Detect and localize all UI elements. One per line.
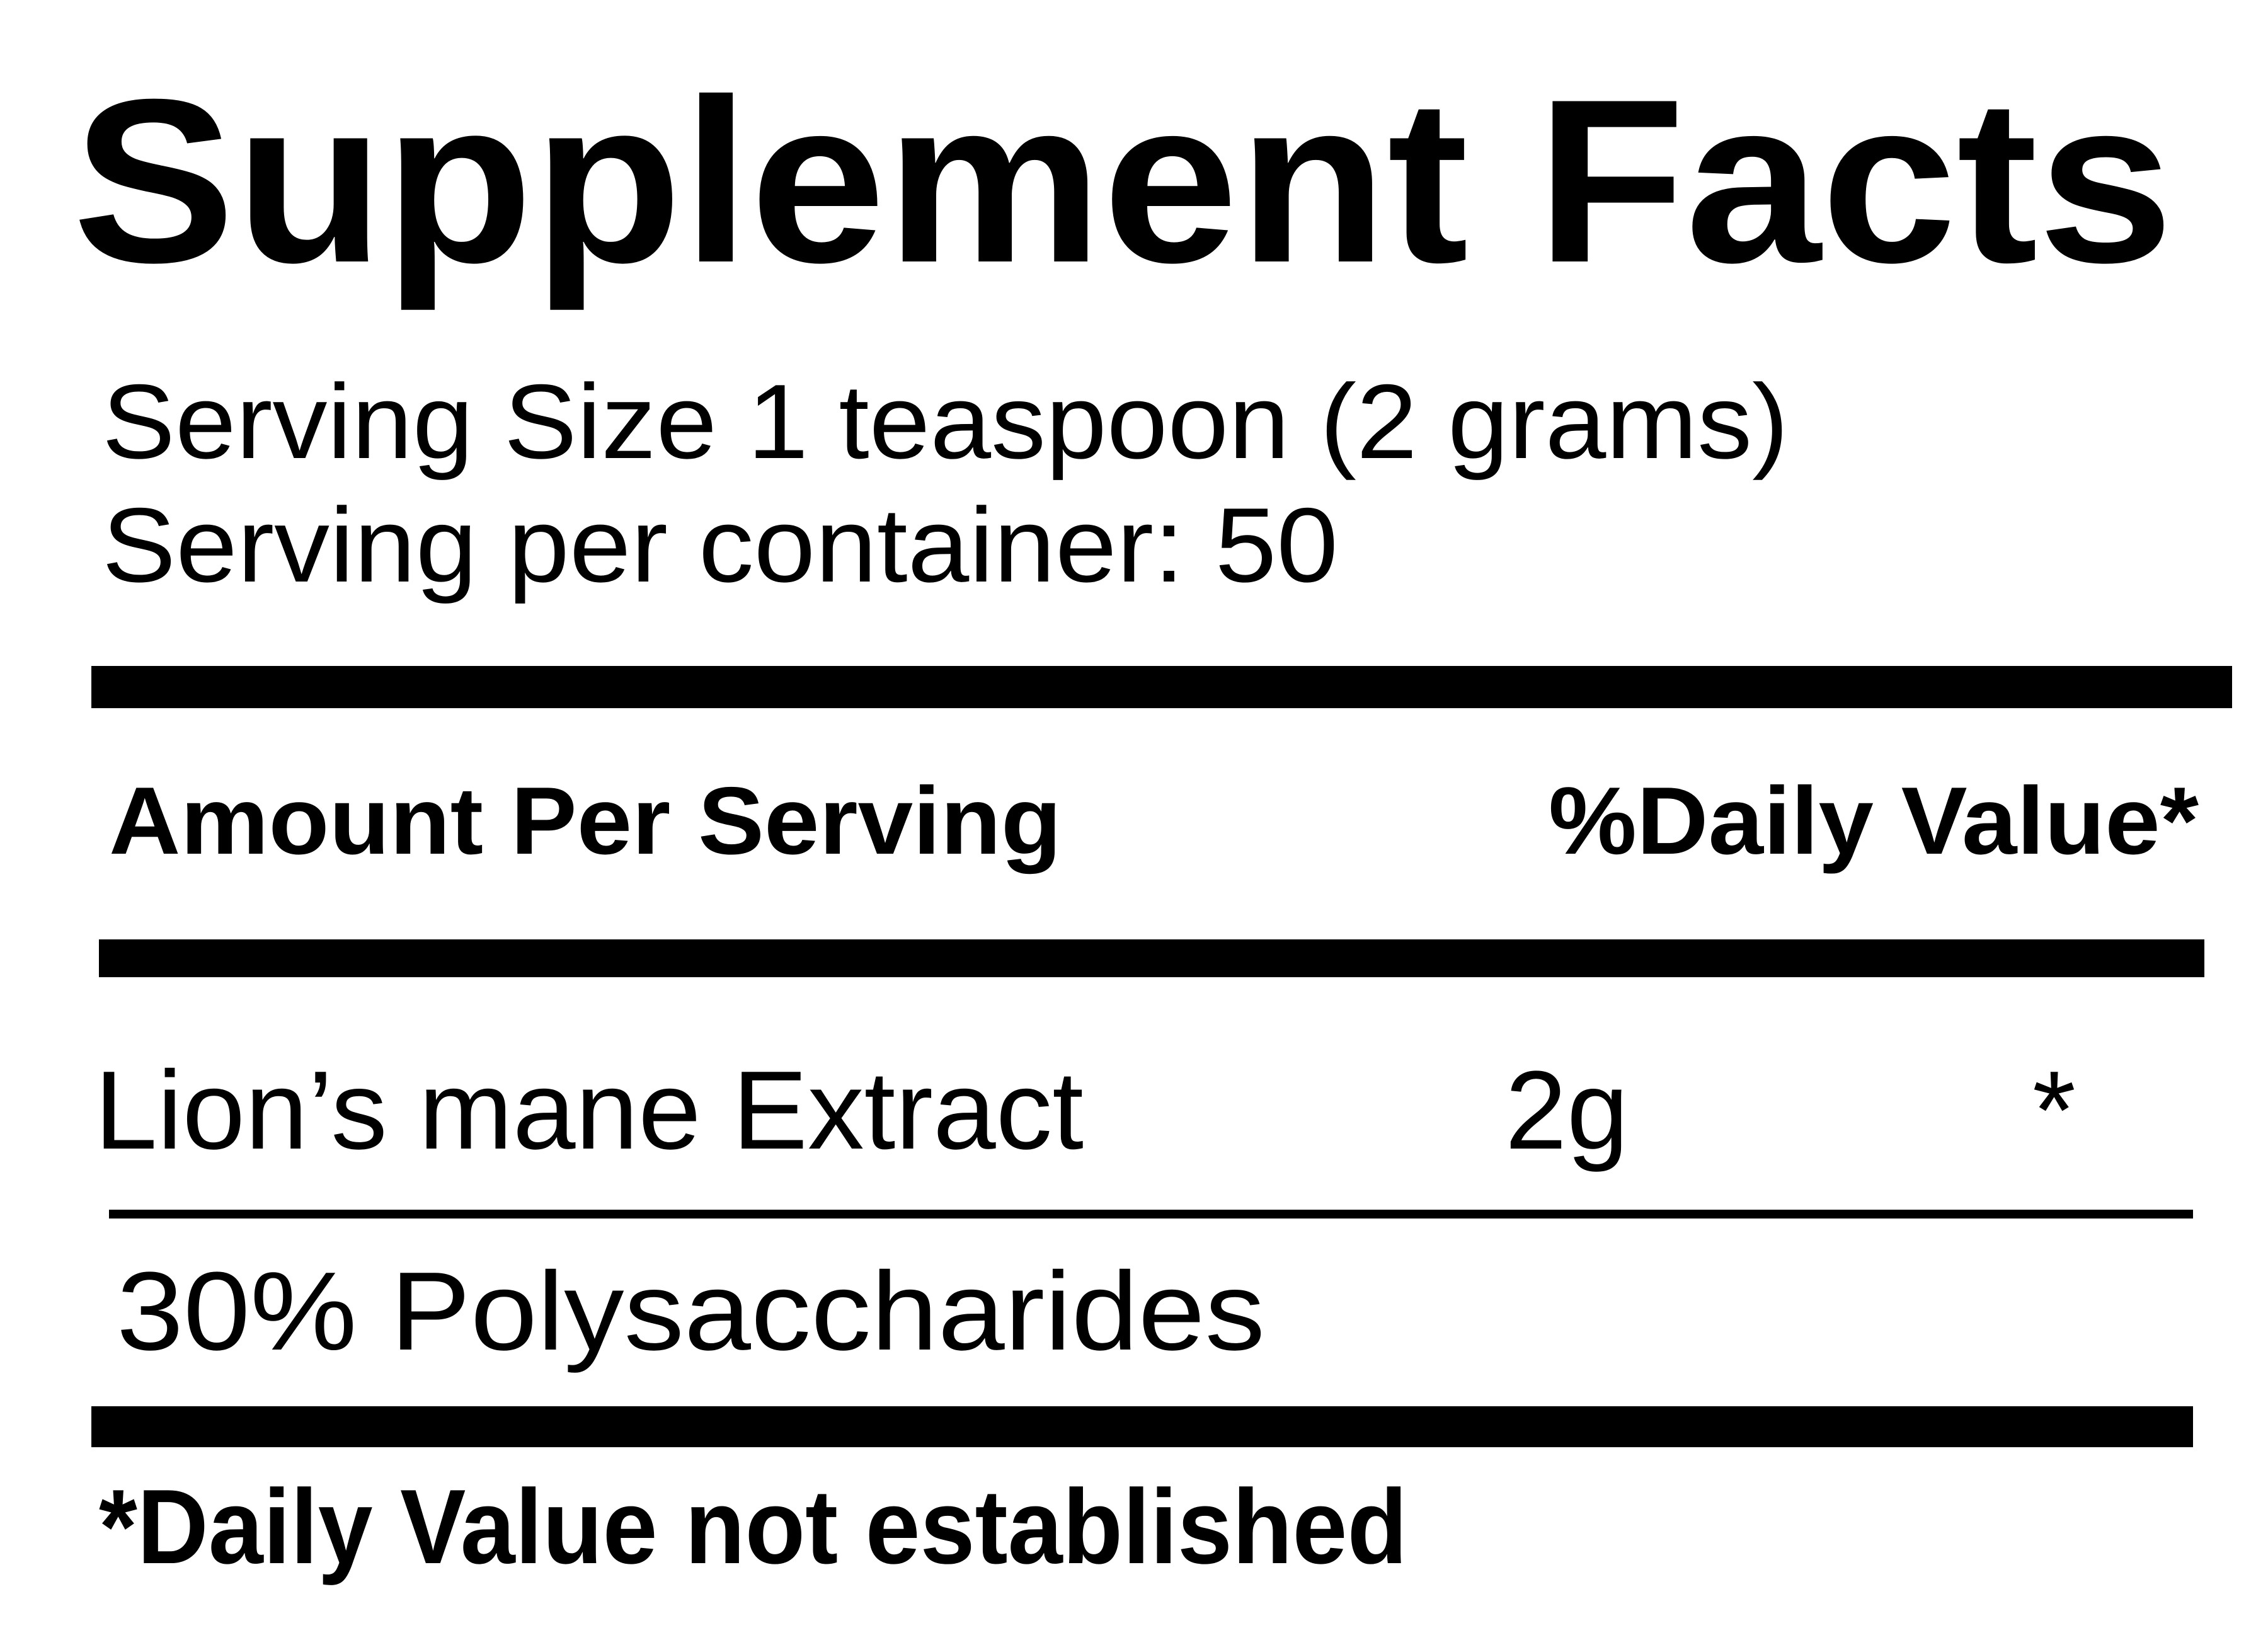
divider-thick (99, 939, 2204, 977)
ingredient-daily-value: * (2032, 1048, 2076, 1173)
divider-thick (91, 1406, 2193, 1447)
ingredient-name: Lion’s mane Extract (94, 1048, 1084, 1173)
footnote: *Daily Value not established (99, 1467, 1407, 1586)
amount-per-serving-header: Amount Per Serving (109, 767, 1062, 874)
ingredient-amount: 2g (1505, 1048, 1629, 1173)
label-title: Supplement Facts (72, 51, 2174, 313)
divider-thin (109, 1210, 2193, 1219)
serving-size: Serving Size 1 teaspoon (2 grams) (102, 362, 1789, 481)
divider-thick (91, 666, 2232, 708)
ingredient-subitem: 30% Polysaccharides (117, 1249, 1265, 1373)
servings-per-container: Serving per container: 50 (102, 486, 1338, 604)
daily-value-header: %Daily Value* (1549, 767, 2199, 874)
